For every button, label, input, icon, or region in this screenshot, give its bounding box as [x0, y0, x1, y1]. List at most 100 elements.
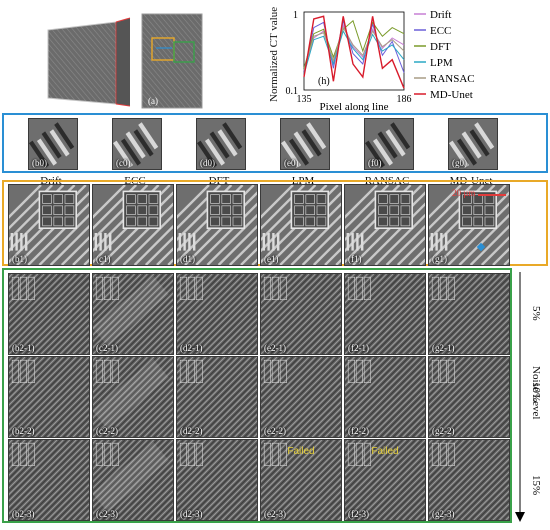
grid-tile-r2-c5-label: (g2-3)	[432, 509, 455, 519]
grid-tile-r2-c5-image	[429, 440, 509, 520]
grid-tile-r1-c4-label: (f2-2)	[348, 426, 369, 436]
row1-tile-2-label: (d1)	[180, 254, 195, 264]
row0-tile-0-image	[29, 119, 77, 169]
row1-tile-3: (e1)	[260, 184, 342, 266]
grid-tile-r2-c2-label: (d2-3)	[180, 509, 203, 519]
row1-tile-0-image	[9, 185, 89, 265]
row0-tile-2-image	[197, 119, 245, 169]
failed-label: Failed	[371, 446, 399, 457]
row1-tile-1-image	[93, 185, 173, 265]
chart-x-tick-right: 186	[397, 94, 412, 105]
row1-tile-5-label: (g1)	[432, 254, 447, 264]
grid-tile-r1-c3-image	[261, 357, 341, 437]
row1-tile-4-label: (f1)	[348, 254, 362, 264]
grid-tile-r2-c4: (f2-3) Failed	[344, 439, 426, 521]
chart-x-axis-label: Pixel along line	[319, 101, 388, 112]
failed-label: Failed	[287, 446, 315, 457]
noise-level-15: 15%	[530, 475, 542, 496]
series-line-dft	[303, 19, 405, 69]
legend-label-0: Drift	[430, 9, 451, 21]
row1-tile-2-image	[177, 185, 257, 265]
row1-tile-5: (g1)	[428, 184, 510, 266]
grid-tile-r1-c0: (b2-2)	[8, 356, 90, 438]
grid-tile-r2-c4-label: (f2-3)	[348, 509, 369, 519]
grid-tile-r1-c1-image	[93, 357, 173, 437]
panel-a-label: (a)	[148, 96, 158, 106]
grid-tile-r0-c5-label: (g2-1)	[432, 343, 455, 353]
series-line-md-unet	[303, 15, 405, 89]
row1-tile-1: (c1)	[92, 184, 174, 266]
grid-tile-r0-c2-image	[177, 274, 257, 354]
blue-frame	[2, 113, 548, 173]
grid-tile-r0-c3-image	[261, 274, 341, 354]
grid-tile-r2-c3-image	[261, 440, 341, 520]
chart-panel-label: (h)	[318, 76, 330, 87]
grid-tile-r1-c2-image	[177, 357, 257, 437]
row0-tile-2-label: (d0)	[200, 158, 215, 168]
row1-tile-3-label: (e1)	[264, 254, 279, 264]
row1-tile-4-image	[345, 185, 425, 265]
legend-label-2: DFT	[430, 41, 451, 53]
chart-y-tick-bottom: 0.1	[286, 86, 299, 97]
chart-y-tick-top: 1	[293, 10, 298, 21]
grid-tile-r0-c2: (d2-1)	[176, 273, 258, 355]
grid-tile-r2-c1-image	[93, 440, 173, 520]
grid-tile-r2-c3: (e2-3) Failed	[260, 439, 342, 521]
series-line-ecc	[303, 20, 405, 73]
grid-tile-r1-c5-image	[429, 357, 509, 437]
row0-tile-5-image	[449, 119, 497, 169]
grid-tile-r1-c2-label: (d2-2)	[180, 426, 203, 436]
chart-h: Normalized CT value 1 0.1 135 186 Pixel …	[268, 2, 550, 112]
legend-label-3: LPM	[430, 57, 453, 69]
legend-label-4: RANSAC	[430, 73, 475, 85]
grid-tile-r2-c2: (d2-3)	[176, 439, 258, 521]
row0-tile-0: (b0)	[28, 118, 78, 170]
panel-a: (a)	[44, 8, 204, 110]
row1-tile-0: (b1)	[8, 184, 90, 266]
row0-tile-1-image	[113, 119, 161, 169]
grid-tile-r2-c3-label: (e2-3)	[264, 509, 286, 519]
grid-tile-r0-c1: (c2-1)	[92, 273, 174, 355]
row0-tile-4-label: (f0)	[368, 158, 382, 168]
grid-tile-r1-c5-label: (g2-2)	[432, 426, 455, 436]
grid-tile-r0-c0-label: (b2-1)	[12, 343, 35, 353]
row1-tile-4: (f1)	[344, 184, 426, 266]
noise-axis: 5% 10% Noise Level 15%	[512, 270, 550, 525]
grid-tile-r2-c2-image	[177, 440, 257, 520]
grid-tile-r2-c0-label: (b2-3)	[12, 509, 35, 519]
grid-tile-r2-c0-image	[9, 440, 89, 520]
grid-tile-r0-c4-image	[345, 274, 425, 354]
noise-axis-label: Noise Level	[530, 366, 542, 420]
row1-tile-3-image	[261, 185, 341, 265]
grid-tile-r0-c0: (b2-1)	[8, 273, 90, 355]
grid-tile-r1-c5: (g2-2)	[428, 356, 510, 438]
row0-tile-3: (e0)	[280, 118, 330, 170]
panel-a-image	[47, 13, 203, 109]
row0-tile-2: (d0)	[196, 118, 246, 170]
row0-tile-1-label: (c0)	[116, 158, 131, 168]
grid-tile-r2-c0: (b2-3)	[8, 439, 90, 521]
legend-label-1: ECC	[430, 25, 451, 37]
row0-tile-5: (g0)	[448, 118, 498, 170]
row0-tile-4: (f0)	[364, 118, 414, 170]
g1-scale-annotation: 20 µm	[452, 188, 476, 198]
grid-tile-r2-c5: (g2-3)	[428, 439, 510, 521]
row0-tile-3-image	[281, 119, 329, 169]
grid-tile-r1-c3-label: (e2-2)	[264, 426, 286, 436]
grid-tile-r0-c4: (f2-1)	[344, 273, 426, 355]
grid-tile-r0-c2-label: (d2-1)	[180, 343, 203, 353]
row0-tile-0-label: (b0)	[32, 158, 47, 168]
grid-tile-r0-c1-label: (c2-1)	[96, 343, 118, 353]
grid-tile-r1-c2: (d2-2)	[176, 356, 258, 438]
row1-tile-2: (d1)	[176, 184, 258, 266]
grid-tile-r1-c0-image	[9, 357, 89, 437]
grid-tile-r0-c0-image	[9, 274, 89, 354]
g1-scale-bar	[478, 194, 506, 196]
series-line-lpm	[303, 29, 405, 75]
legend-label-5: MD-Unet	[430, 89, 473, 101]
row1-tile-1-label: (c1)	[96, 254, 111, 264]
grid-tile-r2-c1: (c2-3)	[92, 439, 174, 521]
series-line-ransac	[303, 26, 405, 71]
grid-tile-r0-c5: (g2-1)	[428, 273, 510, 355]
noise-level-5: 5%	[530, 306, 542, 321]
